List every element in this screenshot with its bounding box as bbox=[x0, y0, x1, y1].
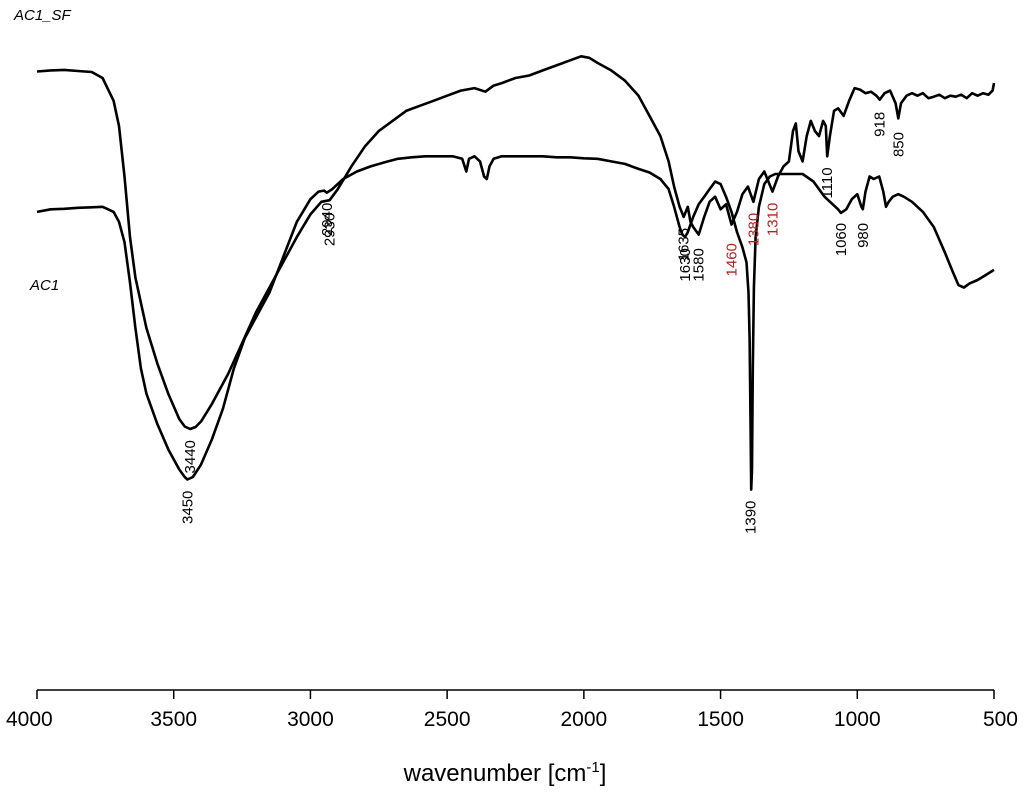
series-label-ac1-sf: AC1_SF bbox=[13, 7, 72, 24]
x-axis-title-superscript: -1 bbox=[586, 759, 599, 776]
peak-label-850: 850 bbox=[890, 132, 907, 157]
peak-label-1635: 1635 bbox=[676, 228, 693, 261]
series-label-ac1: AC1 bbox=[29, 277, 59, 294]
peak-label-1630: 1630 bbox=[677, 248, 694, 281]
series-line-ac1-sf bbox=[36, 55, 996, 431]
series-labels: AC1_SF AC1 bbox=[13, 7, 72, 294]
x-tick-label-2000: 2000 bbox=[560, 708, 607, 731]
x-tick-label-500: 500 bbox=[983, 708, 1018, 731]
x-axis-title: wavenumber [cm-1] bbox=[403, 759, 607, 787]
peak-label-2930: 2930 bbox=[322, 213, 339, 246]
peak-label-3450: 3450 bbox=[179, 491, 196, 524]
peak-label-980: 980 bbox=[855, 223, 872, 248]
x-tick-label-1000: 1000 bbox=[834, 708, 881, 731]
x-tick-label-3500: 3500 bbox=[150, 708, 197, 731]
x-axis-title-suffix: ] bbox=[600, 760, 607, 787]
series-line-ac1 bbox=[36, 155, 995, 491]
peak-label-1580: 1580 bbox=[691, 248, 708, 281]
peak-label-1060: 1060 bbox=[833, 223, 850, 256]
x-tick-label-1500: 1500 bbox=[697, 708, 744, 731]
peak-label-1380: 1380 bbox=[745, 213, 762, 246]
peak-label-1460: 1460 bbox=[724, 243, 741, 276]
peak-label-3440: 3440 bbox=[182, 440, 199, 473]
peak-label-1110: 1110 bbox=[819, 167, 836, 198]
peak-label-918: 918 bbox=[872, 112, 889, 137]
series-layer bbox=[36, 55, 996, 491]
x-axis-title-main: wavenumber [cm bbox=[403, 760, 587, 787]
x-tick-label-4000: 4000 bbox=[6, 708, 53, 731]
peak-label-2940: 2940 bbox=[319, 203, 336, 236]
peak-label-1390: 1390 bbox=[743, 501, 760, 534]
x-axis: 4000 3500 3000 2500 2000 1500 1000 500 bbox=[6, 689, 1018, 731]
x-tick-label-3000: 3000 bbox=[287, 708, 334, 731]
peak-label-1310: 1310 bbox=[765, 203, 782, 236]
x-tick-label-2500: 2500 bbox=[424, 708, 471, 731]
